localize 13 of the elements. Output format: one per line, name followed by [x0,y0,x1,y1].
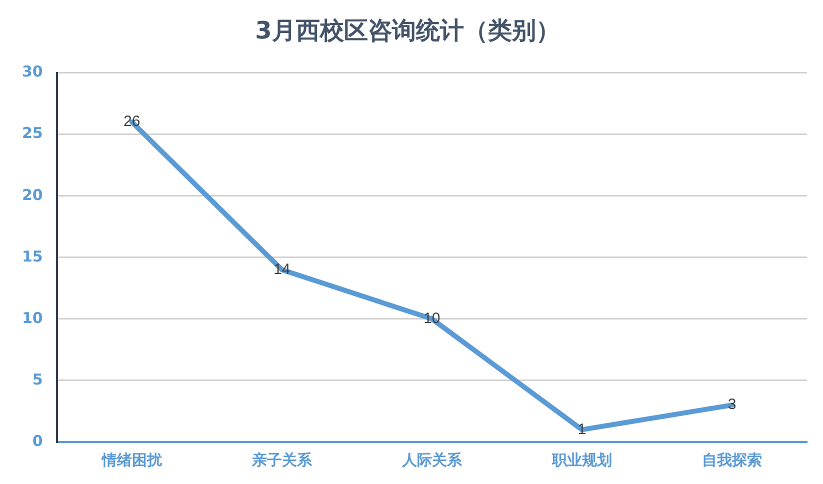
y-tick-label: 10 [22,308,43,327]
y-tick-label: 25 [22,124,43,142]
x-tick-label: 人际关系 [400,450,463,469]
y-tick-label: 15 [22,247,43,266]
x-tick-label: 情绪困扰 [100,450,163,469]
x-tick-label: 职业规划 [550,450,612,469]
y-tick-label: 30 [22,62,43,81]
y-tick-label: 20 [22,186,43,204]
x-tick-label: 亲子关系 [250,450,313,469]
chart-title: 3月西校区咨询统计（类别） [255,16,560,45]
x-tick-label: 自我探索 [702,450,762,469]
y-tick-label: 0 [32,432,43,450]
y-tick-label: 5 [32,370,43,388]
